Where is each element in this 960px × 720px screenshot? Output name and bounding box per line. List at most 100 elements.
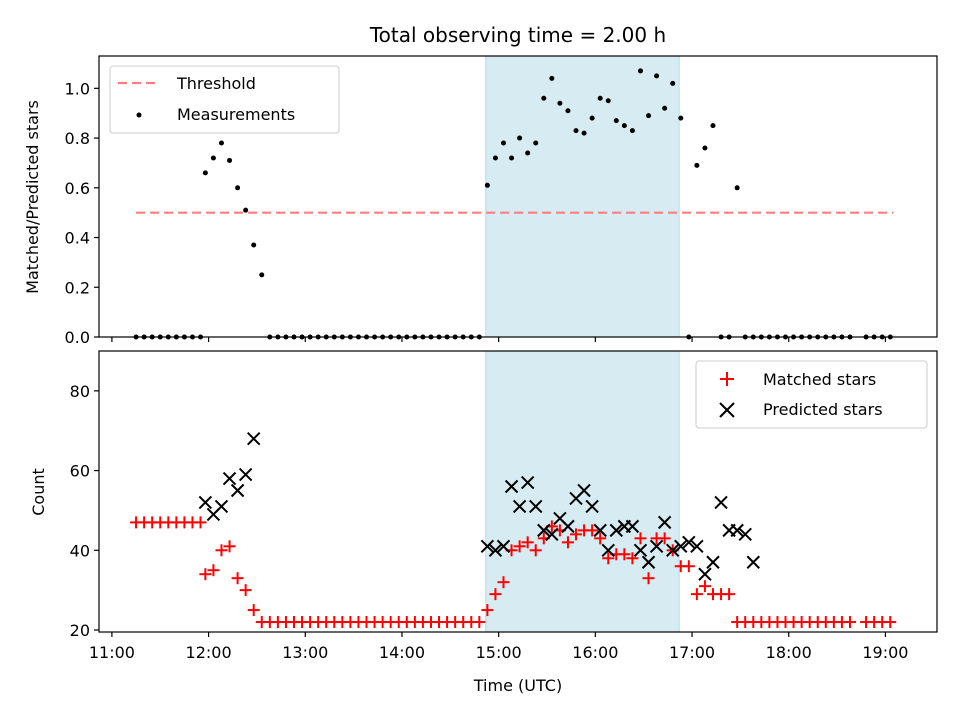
top-y-tick-label: 0.2 xyxy=(65,278,90,297)
matched-star-point xyxy=(561,536,574,549)
predicted-star-point xyxy=(520,475,535,490)
measurement-point xyxy=(573,128,579,134)
matched-star-point xyxy=(513,540,526,553)
predicted-star-stroke-b xyxy=(585,499,599,514)
predicted-star-stroke-b xyxy=(641,555,656,569)
predicted-star-stroke-b xyxy=(504,479,519,494)
bottom-y-axis-ticks: 20 40 60 80 xyxy=(70,382,99,640)
matched-star-point xyxy=(634,532,647,545)
predicted-star-stroke-b xyxy=(625,519,640,534)
predicted-star-stroke-b xyxy=(561,519,575,534)
measurement-point xyxy=(581,130,587,136)
predicted-star-point xyxy=(641,555,656,569)
measurement-point xyxy=(235,185,241,191)
bottom-legend-box xyxy=(695,360,928,429)
x-tick-label: 11:00 xyxy=(89,643,135,662)
measurement-point xyxy=(589,115,595,121)
measurement-point xyxy=(678,115,684,121)
measurement-point xyxy=(734,185,740,191)
predicted-star-point xyxy=(593,523,607,538)
bottom-y-tick-label: 20 xyxy=(70,621,90,640)
measurement-point xyxy=(662,105,668,111)
measurement-point xyxy=(517,135,523,141)
chart-title: Total observing time = 2.00 h xyxy=(369,23,666,47)
matched-star-point xyxy=(723,588,736,601)
predicted-star-stroke-b xyxy=(730,523,744,538)
predicted-star-point xyxy=(730,523,744,538)
matched-star-point xyxy=(602,552,615,565)
predicted-star-point xyxy=(625,519,640,534)
top-legend-box xyxy=(109,65,340,134)
bottom-x-axis-ticks: 11:00 12:00 13:00 14:00 15:00 16:00 17:00 18:00… xyxy=(89,632,908,662)
x-tick-label: 16:00 xyxy=(572,643,618,662)
predicted-star-point xyxy=(230,483,245,498)
predicted-star-stroke-b xyxy=(545,527,559,542)
top-plot-frame xyxy=(98,55,938,338)
measurement-point xyxy=(218,140,224,146)
predicted-star-point xyxy=(690,539,704,554)
matched-star-point xyxy=(239,584,252,597)
measurement-point xyxy=(541,95,547,101)
x-axis-label: Time (UTC) xyxy=(473,676,562,695)
matched-star-point xyxy=(642,572,655,585)
predicted-star-stroke-b xyxy=(512,499,527,514)
predicted-star-point xyxy=(585,499,599,514)
measurement-point xyxy=(533,140,539,146)
matched-star-point xyxy=(570,528,583,541)
predicted-star-point xyxy=(488,543,503,557)
top-highlight-span-group xyxy=(485,55,680,338)
matched-stars-legend-label: Matched stars xyxy=(763,370,876,389)
measurement-point xyxy=(492,155,498,161)
predicted-star-stroke-b xyxy=(649,539,664,554)
predicted-star-stroke-b xyxy=(682,535,696,550)
predicted-star-stroke-b xyxy=(657,515,672,530)
matched-star-point xyxy=(489,588,502,601)
predicted-star-point xyxy=(561,519,575,534)
predicted-star-point xyxy=(247,431,261,446)
observing-window-span xyxy=(485,55,680,338)
measurement-point xyxy=(621,123,627,129)
matched-star-point xyxy=(586,524,599,537)
matched-star-point xyxy=(658,532,671,545)
measurement-point xyxy=(654,73,660,79)
measurement-point xyxy=(251,242,257,248)
measurement-point xyxy=(549,75,555,81)
predicted-star-stroke-b xyxy=(230,483,245,498)
measurement-point xyxy=(710,123,716,129)
predicted-star-stroke-b xyxy=(488,543,503,557)
measurement-point xyxy=(557,100,563,106)
predicted-star-stroke-b xyxy=(198,495,213,510)
matched-star-point xyxy=(843,616,856,629)
top-y-tick-label: 1.0 xyxy=(65,79,90,98)
predicted-star-stroke-b xyxy=(609,523,624,538)
predicted-star-stroke-b xyxy=(480,539,495,554)
measurement-point xyxy=(694,162,700,168)
predicted-star-point xyxy=(601,543,615,557)
predicted-star-stroke-b xyxy=(577,483,591,498)
predicted-stars-series xyxy=(198,431,760,581)
predicted-star-stroke-b xyxy=(633,543,648,557)
predicted-star-point xyxy=(666,543,680,557)
predicted-stars-legend-label: Predicted stars xyxy=(763,400,883,419)
predicted-star-stroke-b xyxy=(690,539,704,554)
measurement-point xyxy=(565,108,571,114)
predicted-star-stroke-b xyxy=(520,475,535,490)
top-y-tick-label: 0.8 xyxy=(65,129,90,148)
x-tick-label: 17:00 xyxy=(669,643,715,662)
matched-star-point xyxy=(698,580,711,593)
predicted-star-stroke-b xyxy=(714,495,728,510)
matched-star-point xyxy=(529,544,542,557)
bottom-y-axis-label: Count xyxy=(29,468,48,516)
top-legend: Threshold Measurements xyxy=(109,65,340,134)
matched-star-point xyxy=(199,568,212,581)
predicted-star-point xyxy=(746,555,760,569)
predicted-star-point xyxy=(529,499,543,514)
predicted-star-point xyxy=(198,495,213,510)
bottom-y-tick-label: 60 xyxy=(70,462,90,481)
x-tick-label: 18:00 xyxy=(766,643,812,662)
measurement-point xyxy=(227,157,233,163)
matched-star-point xyxy=(223,540,236,553)
top-y-axis-label: Matched/Predicted stars xyxy=(23,100,42,294)
matched-star-point xyxy=(481,604,494,617)
